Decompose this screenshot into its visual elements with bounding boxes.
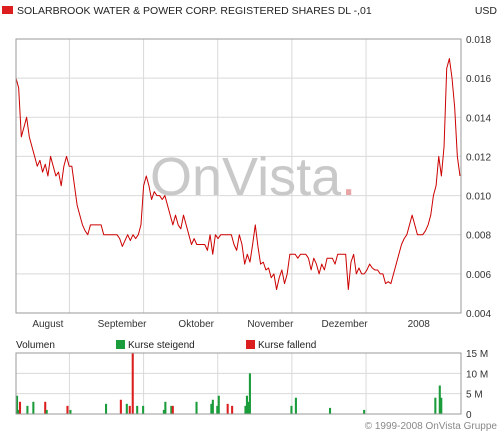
price-plot-frame	[15, 38, 462, 314]
price-y-tick-label: 0.006	[466, 270, 491, 281]
volume-y-axis: 0 5 M 10 M 15 M	[466, 349, 488, 421]
price-y-tick-label: 0.014	[466, 113, 491, 124]
volume-bar-rising	[162, 409, 165, 414]
volume-bar-rising	[164, 401, 167, 414]
price-plot-background	[16, 39, 461, 313]
volume-bar-falling	[131, 353, 134, 414]
volume-bar-rising	[125, 403, 128, 414]
price-x-tick-label: November	[247, 319, 294, 330]
price-y-tick-label: 0.004	[466, 309, 491, 320]
volume-bar-rising	[244, 405, 247, 414]
volume-bar-rising	[32, 401, 35, 414]
volume-bar-rising	[245, 395, 248, 414]
volume-y-tick-label: 0	[466, 410, 472, 421]
watermark-dot: .	[341, 147, 356, 207]
volume-bar-rising	[438, 385, 441, 414]
volume-bar-falling	[119, 399, 122, 414]
legend-falling-label: Kurse fallend	[258, 340, 316, 351]
volume-y-tick-label: 15 M	[466, 349, 488, 360]
watermark: OnVista.	[150, 147, 356, 207]
volume-bar-falling	[231, 405, 234, 414]
volume-title: Volumen	[16, 340, 55, 351]
price-x-tick-label: August	[32, 319, 63, 330]
title-marker	[2, 6, 13, 14]
chart-title: SOLARBROOK WATER & POWER CORP. REGISTERE…	[17, 5, 372, 17]
watermark-text: OnVista	[150, 147, 342, 207]
volume-bar-rising	[247, 401, 250, 414]
volume-bar-falling	[66, 405, 69, 414]
volume-bar-rising	[142, 405, 145, 414]
volume-bar-rising	[434, 397, 437, 414]
volume-y-tick-label: 5 M	[466, 390, 483, 401]
volume-panel: 0 5 M 10 M 15 M	[15, 349, 488, 421]
price-y-tick-label: 0.018	[466, 35, 491, 46]
volume-bar-rising	[45, 409, 48, 414]
volume-bar-rising	[440, 397, 443, 414]
price-x-tick-label: Oktober	[178, 319, 214, 330]
volume-y-tick-label: 10 M	[466, 369, 488, 380]
volume-bar-falling	[44, 401, 47, 414]
volume-bar-rising	[290, 405, 293, 414]
legend-rising-label: Kurse steigend	[128, 340, 195, 351]
volume-bar-rising	[248, 373, 251, 414]
volume-bar-rising	[217, 395, 220, 414]
volume-bar-rising	[211, 399, 214, 414]
volume-bar-rising	[16, 395, 19, 414]
legend-rising-swatch	[116, 340, 125, 349]
currency-label: USD	[475, 5, 498, 17]
price-y-tick-label: 0.012	[466, 152, 491, 163]
price-y-tick-label: 0.010	[466, 192, 491, 203]
volume-bar-rising	[328, 407, 332, 414]
volume-bar-falling	[18, 401, 22, 414]
volume-bar-rising	[17, 409, 20, 414]
volume-bar-rising	[216, 405, 219, 414]
price-y-axis: 0.004 0.006 0.008 0.010 0.012 0.014 0.016 0.018	[466, 35, 491, 320]
price-line	[15, 58, 461, 291]
price-y-tick-label: 0.008	[466, 231, 491, 242]
copyright: © 1999-2008 OnVista Gruppe	[365, 421, 498, 432]
volume-bar-rising	[170, 405, 173, 414]
volume-bar-falling	[128, 405, 131, 414]
price-panel: OnVista. 0.0040.0060.0080.0100.0120.0140…	[15, 35, 491, 330]
volume-plot-background	[16, 353, 461, 414]
price-x-tick-label: 2008	[408, 319, 431, 330]
volume-bar-rising	[136, 405, 139, 414]
volume-bar-rising	[363, 409, 366, 414]
legend-falling-swatch	[246, 340, 255, 349]
volume-bar-rising	[26, 405, 29, 414]
watermark-logo: OnVista.	[150, 147, 356, 207]
price-x-axis: August September Oktober November Dezember 20…	[32, 319, 430, 330]
price-y-tick-label: 0.016	[466, 74, 491, 85]
volume-bar-rising	[69, 409, 72, 414]
price-x-tick-label: September	[98, 319, 148, 330]
volume-bar-falling	[226, 403, 229, 414]
volume-bar-falling	[171, 405, 174, 414]
volume-bar-rising	[195, 401, 198, 414]
volume-plot-frame	[15, 352, 462, 415]
volume-bar-rising	[105, 403, 108, 414]
volume-bar-rising	[210, 403, 213, 414]
volume-bars	[16, 353, 443, 414]
volume-bar-rising	[294, 397, 297, 414]
price-x-tick-label: Dezember	[321, 319, 368, 330]
